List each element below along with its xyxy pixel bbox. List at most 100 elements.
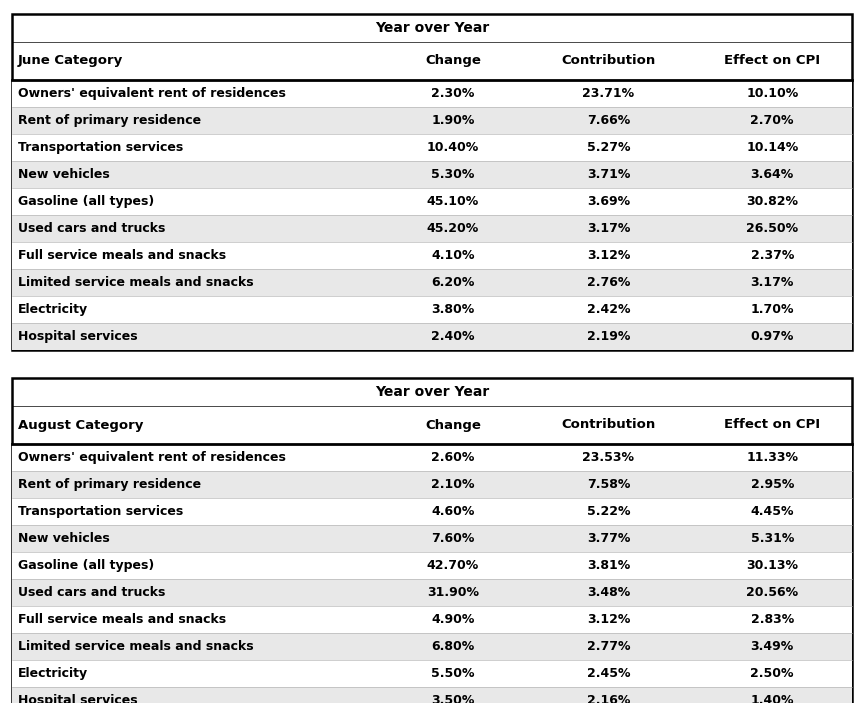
Text: 26.50%: 26.50% (746, 222, 798, 235)
Text: New vehicles: New vehicles (18, 168, 110, 181)
Text: 4.60%: 4.60% (431, 505, 474, 518)
Bar (12, 444, 852, 471)
Text: June Category: June Category (18, 55, 124, 67)
Bar (12, 579, 852, 606)
Text: 2.95%: 2.95% (751, 478, 794, 491)
Text: 11.33%: 11.33% (746, 451, 798, 464)
Text: August Category: August Category (18, 418, 143, 432)
Bar (12, 161, 852, 188)
Text: 2.16%: 2.16% (587, 694, 630, 703)
Text: 1.90%: 1.90% (431, 114, 474, 127)
Text: 23.71%: 23.71% (582, 87, 634, 100)
Text: Contribution: Contribution (562, 418, 656, 432)
Bar (12, 525, 852, 552)
Text: 3.49%: 3.49% (751, 640, 794, 653)
Text: 1.40%: 1.40% (751, 694, 794, 703)
Text: Used cars and trucks: Used cars and trucks (18, 586, 165, 599)
Text: Effect on CPI: Effect on CPI (724, 55, 820, 67)
Text: Used cars and trucks: Used cars and trucks (18, 222, 165, 235)
Text: 3.80%: 3.80% (431, 303, 474, 316)
Text: 10.10%: 10.10% (746, 87, 798, 100)
Text: 2.40%: 2.40% (431, 330, 474, 343)
Text: Rent of primary residence: Rent of primary residence (18, 114, 201, 127)
Text: 5.27%: 5.27% (587, 141, 630, 154)
Text: 2.83%: 2.83% (751, 613, 794, 626)
Text: Full service meals and snacks: Full service meals and snacks (18, 613, 226, 626)
Bar (12, 296, 852, 323)
Text: 2.10%: 2.10% (431, 478, 474, 491)
Text: 3.12%: 3.12% (587, 249, 630, 262)
Text: 2.77%: 2.77% (587, 640, 630, 653)
Text: 2.37%: 2.37% (751, 249, 794, 262)
Text: 3.12%: 3.12% (587, 613, 630, 626)
Bar (12, 134, 852, 161)
Bar (12, 215, 852, 242)
Text: 42.70%: 42.70% (427, 559, 480, 572)
Text: 3.71%: 3.71% (587, 168, 630, 181)
Bar (12, 633, 852, 660)
Text: 45.20%: 45.20% (427, 222, 480, 235)
Text: 5.22%: 5.22% (587, 505, 630, 518)
Text: 2.76%: 2.76% (587, 276, 630, 289)
Text: 30.13%: 30.13% (746, 559, 798, 572)
Text: 7.66%: 7.66% (587, 114, 630, 127)
Text: 0.97%: 0.97% (751, 330, 794, 343)
Text: 2.60%: 2.60% (431, 451, 474, 464)
Text: 2.70%: 2.70% (751, 114, 794, 127)
Bar (12, 552, 852, 579)
Text: 3.69%: 3.69% (587, 195, 630, 208)
Text: 2.42%: 2.42% (587, 303, 630, 316)
Text: Transportation services: Transportation services (18, 505, 183, 518)
Text: Limited service meals and snacks: Limited service meals and snacks (18, 640, 254, 653)
Text: 30.82%: 30.82% (746, 195, 798, 208)
Text: 5.30%: 5.30% (431, 168, 474, 181)
Text: 2.30%: 2.30% (431, 87, 474, 100)
FancyBboxPatch shape (12, 14, 852, 350)
Text: Change: Change (425, 418, 481, 432)
Text: 31.90%: 31.90% (427, 586, 479, 599)
Text: Rent of primary residence: Rent of primary residence (18, 478, 201, 491)
Text: 2.50%: 2.50% (751, 667, 794, 680)
Text: Limited service meals and snacks: Limited service meals and snacks (18, 276, 254, 289)
Text: 5.50%: 5.50% (431, 667, 474, 680)
Text: 23.53%: 23.53% (582, 451, 634, 464)
Text: 2.19%: 2.19% (587, 330, 630, 343)
Text: 3.77%: 3.77% (587, 532, 630, 545)
Bar (12, 660, 852, 687)
Text: Contribution: Contribution (562, 55, 656, 67)
Text: 3.64%: 3.64% (751, 168, 794, 181)
FancyBboxPatch shape (12, 378, 852, 703)
Text: 5.31%: 5.31% (751, 532, 794, 545)
Text: Year over Year: Year over Year (375, 385, 489, 399)
Bar (12, 687, 852, 703)
Text: 2.45%: 2.45% (587, 667, 630, 680)
Text: Transportation services: Transportation services (18, 141, 183, 154)
Text: 3.81%: 3.81% (587, 559, 630, 572)
Bar (12, 269, 852, 296)
Text: 4.45%: 4.45% (751, 505, 794, 518)
Text: 6.80%: 6.80% (431, 640, 474, 653)
Text: 4.90%: 4.90% (431, 613, 474, 626)
Text: 7.58%: 7.58% (587, 478, 630, 491)
Text: 3.17%: 3.17% (751, 276, 794, 289)
Bar (12, 242, 852, 269)
Bar (12, 107, 852, 134)
Text: 3.48%: 3.48% (587, 586, 630, 599)
Text: 3.50%: 3.50% (431, 694, 474, 703)
Text: 45.10%: 45.10% (427, 195, 480, 208)
Text: Change: Change (425, 55, 481, 67)
Text: Year over Year: Year over Year (375, 21, 489, 35)
Text: Hospital services: Hospital services (18, 694, 137, 703)
Text: Hospital services: Hospital services (18, 330, 137, 343)
Text: Electricity: Electricity (18, 303, 88, 316)
Bar (12, 606, 852, 633)
Bar (12, 188, 852, 215)
Text: 20.56%: 20.56% (746, 586, 798, 599)
Text: 4.10%: 4.10% (431, 249, 474, 262)
Text: Owners' equivalent rent of residences: Owners' equivalent rent of residences (18, 451, 286, 464)
Text: 3.17%: 3.17% (587, 222, 630, 235)
Text: 10.40%: 10.40% (427, 141, 480, 154)
Text: Effect on CPI: Effect on CPI (724, 418, 820, 432)
Text: Electricity: Electricity (18, 667, 88, 680)
Bar (12, 323, 852, 350)
